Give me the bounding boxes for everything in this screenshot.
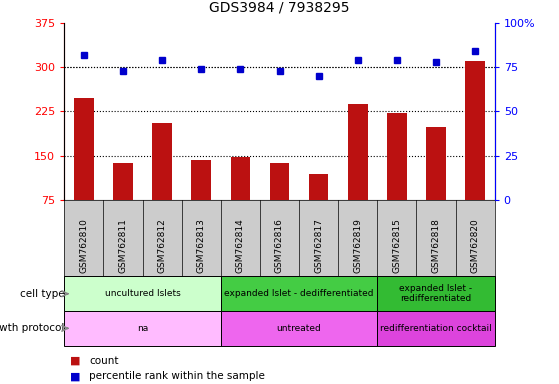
Bar [377,311,495,346]
Bar [221,311,377,346]
Text: GSM762818: GSM762818 [432,218,440,273]
Text: redifferentiation cocktail: redifferentiation cocktail [380,324,492,333]
Text: ■: ■ [70,356,80,366]
Bar [221,276,377,311]
Text: GSM762812: GSM762812 [158,218,167,273]
Bar [427,127,446,244]
Text: GSM762820: GSM762820 [471,218,480,273]
Text: GSM762819: GSM762819 [353,218,362,273]
Bar [231,157,250,244]
Bar [466,61,485,244]
Text: GSM762815: GSM762815 [392,218,401,273]
Bar [348,104,368,244]
Text: untreated: untreated [277,324,321,333]
Text: expanded Islet - dedifferentiated: expanded Islet - dedifferentiated [224,289,374,298]
Text: GSM762813: GSM762813 [197,218,206,273]
Text: GSM762817: GSM762817 [314,218,323,273]
Text: uncultured Islets: uncultured Islets [105,289,181,298]
Text: GSM762816: GSM762816 [275,218,284,273]
Bar [309,174,329,244]
Text: GSM762811: GSM762811 [119,218,127,273]
Bar [377,276,495,311]
Text: GSM762814: GSM762814 [236,218,245,273]
Bar [74,98,93,244]
Bar [387,113,407,244]
Text: percentile rank within the sample: percentile rank within the sample [89,371,266,381]
Text: cell type: cell type [20,289,64,299]
Bar [64,311,221,346]
Bar [64,276,221,311]
Text: GSM762810: GSM762810 [79,218,88,273]
Text: count: count [89,356,119,366]
Text: GDS3984 / 7938295: GDS3984 / 7938295 [209,1,350,15]
Bar [113,162,133,244]
Bar [270,162,290,244]
Text: na: na [137,324,148,333]
Text: growth protocol: growth protocol [0,323,64,333]
Text: ■: ■ [70,371,80,381]
Text: expanded Islet -
redifferentiated: expanded Islet - redifferentiated [400,284,472,303]
Bar [192,160,211,244]
Bar [152,123,172,244]
